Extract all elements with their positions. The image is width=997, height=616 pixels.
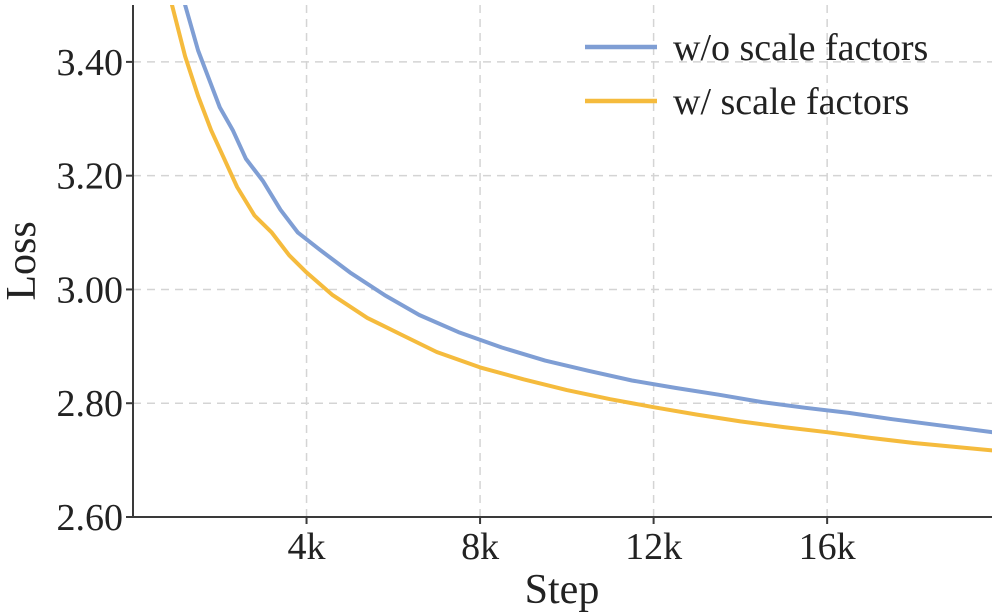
axes [132, 5, 992, 518]
series-lines [170, 5, 992, 453]
y-tick-label: 3.00 [57, 269, 124, 311]
y-tick-label: 2.80 [57, 383, 124, 425]
x-axis-title: Step [525, 567, 600, 613]
y-tick-label: 2.60 [57, 497, 124, 539]
tick-labels: 2.60 2.80 3.00 3.20 3.40 4k 8k 12k 16k [57, 42, 856, 568]
grid-lines [133, 5, 992, 517]
legend-label-1: w/o scale factors [673, 27, 928, 69]
legend: w/o scale factors w/ scale factors [585, 27, 928, 123]
y-tick-label: 3.40 [57, 42, 124, 84]
series-line-2 [170, 5, 992, 453]
series-line-1 [183, 5, 992, 435]
x-tick-label: 4k [288, 526, 326, 568]
x-tick-label: 12k [625, 526, 682, 568]
legend-label-2: w/ scale factors [673, 81, 909, 123]
y-axis-title: Loss [0, 221, 45, 300]
y-tick-label: 3.20 [57, 156, 124, 198]
x-tick-label: 8k [461, 526, 499, 568]
x-tick-label: 16k [799, 526, 856, 568]
